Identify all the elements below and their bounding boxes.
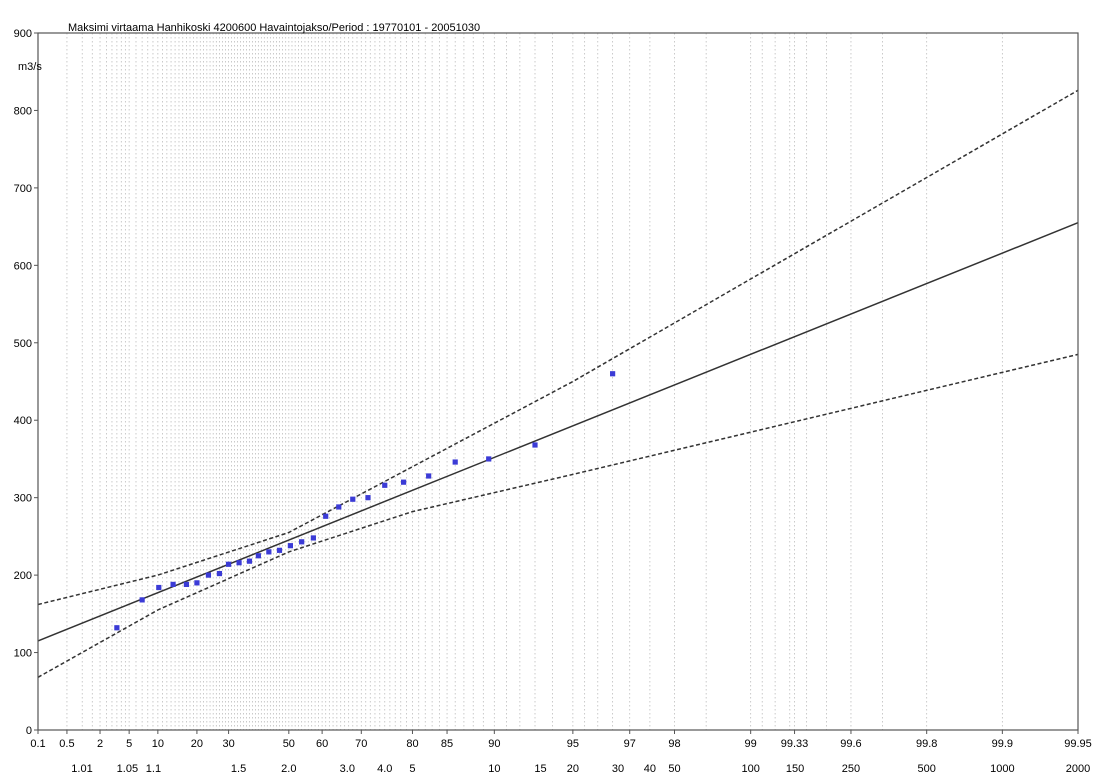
data-point	[382, 482, 388, 488]
data-point	[486, 456, 492, 462]
return-period-label: 40	[644, 763, 656, 775]
return-period-label: 15	[534, 763, 546, 775]
plot-frame	[37, 32, 1079, 731]
x-tick-label: 50	[283, 738, 295, 750]
x-tick-label: 85	[441, 738, 453, 750]
x-tick-label: 90	[488, 738, 500, 750]
data-point	[170, 581, 176, 588]
y-tick-label: 600	[14, 260, 32, 272]
x-tick-label: 10	[152, 738, 164, 750]
data-point	[400, 479, 407, 485]
x-tick-label: 97	[624, 738, 636, 750]
return-period-label: 1.1	[146, 763, 161, 775]
data-point	[323, 513, 329, 519]
y-tick-label: 700	[14, 183, 32, 195]
return-period-label: 5	[409, 763, 415, 775]
return-period-label: 1.01	[71, 763, 92, 775]
data-point	[236, 560, 242, 566]
data-point	[183, 581, 190, 588]
data-point	[194, 580, 200, 586]
data-point	[365, 495, 371, 501]
x-tick-label: 0.5	[59, 738, 74, 750]
y-tick-label: 200	[14, 570, 32, 582]
x-tick-label: 30	[222, 738, 234, 750]
data-point	[532, 442, 538, 448]
data-point	[299, 539, 305, 545]
x-tick-label: 99	[745, 738, 757, 750]
return-period-label: 1.5	[231, 763, 246, 775]
x-tick-label: 99.6	[840, 738, 861, 750]
series-layer	[37, 89, 1079, 678]
data-point	[266, 549, 272, 555]
return-period-label: 4.0	[377, 763, 392, 775]
return-period-label: 10	[488, 763, 500, 775]
return-period-label: 250	[842, 763, 860, 775]
y-axis-label: m3/s	[18, 61, 42, 73]
fit-line	[37, 222, 1079, 642]
data-point	[426, 473, 432, 479]
chart-title: Maksimi virtaama Hanhikoski 4200600 Hava…	[68, 22, 480, 34]
return-period-label: 30	[612, 763, 624, 775]
data-point	[205, 572, 212, 578]
return-period-label: 20	[567, 763, 579, 775]
x-tick-label: 99.33	[781, 738, 809, 750]
data-point	[246, 558, 253, 564]
x-tick-label: 99.9	[992, 738, 1013, 750]
data-point	[350, 496, 356, 502]
return-period-label: 1.05	[117, 763, 138, 775]
return-period-label: 2000	[1066, 763, 1090, 775]
x-tick-label: 80	[406, 738, 418, 750]
y-tick-label: 400	[14, 415, 32, 427]
x-tick-label: 0.1	[30, 738, 45, 750]
return-period-label: 150	[786, 763, 804, 775]
y-tick-label: 500	[14, 338, 32, 350]
y-tick-label: 800	[14, 105, 32, 117]
data-point	[216, 570, 223, 577]
data-point	[139, 597, 145, 603]
x-tick-label: 20	[191, 738, 203, 750]
data-point	[156, 584, 162, 591]
y-tick-label: 100	[14, 648, 32, 660]
x-tick-label: 95	[567, 738, 579, 750]
data-point	[276, 547, 283, 553]
return-period-label: 100	[741, 763, 759, 775]
y-tick-label: 300	[14, 493, 32, 505]
x-tick-label: 60	[316, 738, 328, 750]
return-period-label: 50	[668, 763, 680, 775]
y-tick-label: 900	[14, 28, 32, 40]
return-period-label: 1000	[990, 763, 1014, 775]
y-tick-label: 0	[26, 725, 32, 737]
data-point	[336, 504, 342, 510]
vertical-grid	[66, 33, 1003, 730]
x-tick-label: 99.8	[916, 738, 937, 750]
data-point	[452, 459, 458, 465]
return-period-label: 2.0	[281, 763, 296, 775]
return-period-label: 500	[918, 763, 936, 775]
y-axis-ticks: 0 100 200 300 400 500 600 700 800 900	[14, 28, 38, 737]
x-tick-label: 5	[126, 738, 132, 750]
lower-confidence-line	[37, 353, 1079, 678]
x-tick-label: 70	[355, 738, 367, 750]
x-axis-probability-ticks: 0.1 0.5 2 5 10 20 30 50 60 70 80 85 90 95 97 98 99 99.33 9…	[30, 730, 1092, 750]
data-point	[310, 535, 316, 541]
data-point	[255, 553, 261, 559]
return-period-label: 3.0	[340, 763, 355, 775]
x-tick-label: 98	[668, 738, 680, 750]
data-point	[114, 625, 120, 631]
x-axis-return-period-ticks: 1.01 1.05 1.1 1.5 2.0 3.0 4.0 5 10 15 20 30 40 50 100 1…	[71, 763, 1090, 775]
data-point	[287, 543, 293, 549]
x-tick-label: 99.95	[1064, 738, 1092, 750]
data-point	[225, 561, 232, 567]
x-tick-label: 2	[97, 738, 103, 750]
data-point	[610, 371, 616, 377]
